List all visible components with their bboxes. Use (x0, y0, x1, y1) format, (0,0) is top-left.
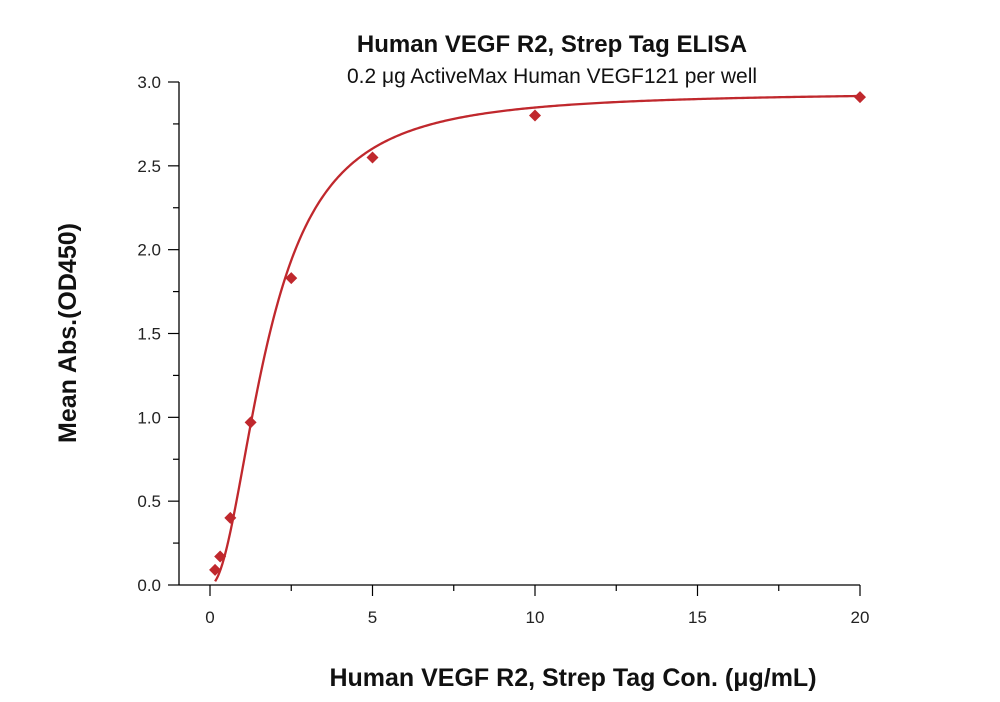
chart-title: Human VEGF R2, Strep Tag ELISA (357, 31, 747, 58)
x-tick-label: 0 (205, 608, 214, 627)
y-ticks: 0.0 0.5 1.0 1.5 2.0 2.5 3.0 (137, 73, 179, 595)
y-axis-label: Mean Abs.(OD450) (54, 223, 82, 443)
fit-curve (214, 94, 861, 582)
x-axis-label: Human VEGF R2, Strep Tag Con. (μg/mL) (329, 664, 816, 692)
y-tick-label: 1.0 (137, 408, 161, 427)
data-point (285, 272, 298, 285)
y-tick-label: 1.5 (137, 325, 161, 344)
data-point (366, 151, 379, 164)
y-tick-label: 0.5 (137, 492, 161, 511)
x-tick-label: 15 (688, 608, 707, 627)
chart-subtitle: 0.2 μg ActiveMax Human VEGF121 per well (347, 65, 757, 88)
data-point (854, 91, 866, 104)
data-point (244, 416, 257, 429)
y-tick-label: 2.0 (137, 241, 161, 260)
data-point (209, 563, 222, 576)
data-point (214, 550, 227, 563)
x-ticks: 0 5 10 15 20 (205, 585, 869, 627)
y-tick-label: 0.0 (137, 576, 161, 595)
data-points (209, 91, 866, 576)
x-tick-label: 10 (526, 608, 545, 627)
x-tick-label: 20 (851, 608, 870, 627)
y-tick-label: 3.0 (137, 73, 161, 92)
x-tick-label: 5 (368, 608, 377, 627)
data-point (529, 109, 541, 122)
y-tick-label: 2.5 (137, 157, 161, 176)
data-point (224, 511, 237, 524)
axes (178, 82, 860, 586)
